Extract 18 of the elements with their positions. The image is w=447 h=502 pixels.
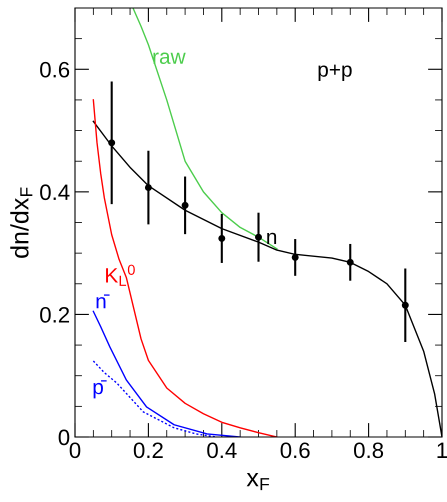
y-tick-label: 0.6 — [40, 62, 70, 78]
y-axis-title: dn/dx$_{F}$ — [10, 188, 32, 258]
x-tick-label: 0 — [70, 442, 80, 458]
y-tick-label: 0 — [58, 430, 70, 446]
x-tick-label: 0.8 — [354, 442, 384, 458]
x-tick-label: 1 — [438, 442, 447, 458]
x-tick-label: 0.2 — [134, 442, 163, 458]
y-tick-label: 0.2 — [40, 306, 70, 323]
x-tick-label: 0.6 — [280, 442, 310, 458]
x-axis-title: x$_{F}$ — [246, 473, 270, 490]
series-label: raw — [153, 52, 186, 64]
series-label: p̄ — [94, 380, 107, 398]
x-tick-label: 0.4 — [207, 442, 237, 458]
series-label: n — [267, 232, 276, 244]
annotation: p+p — [318, 64, 352, 81]
series-label: n̄ — [96, 294, 110, 308]
series-label: K$_{L}$$^{0}$ — [106, 264, 135, 286]
y-tick-label: 0.4 — [40, 184, 70, 200]
